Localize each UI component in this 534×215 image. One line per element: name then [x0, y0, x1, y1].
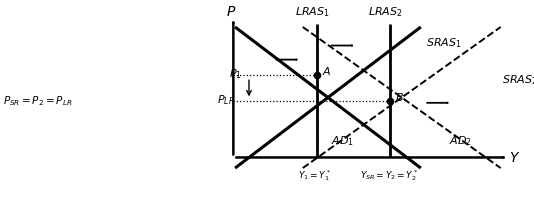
Text: $B$: $B$ — [395, 91, 404, 103]
Text: $P_1$: $P_1$ — [229, 67, 242, 81]
Text: $AD_1$: $AD_1$ — [331, 135, 354, 149]
Text: $P_{SR}=P_2=P_{LR}$: $P_{SR}=P_2=P_{LR}$ — [3, 94, 72, 108]
Text: $P$: $P$ — [226, 5, 237, 19]
Text: $A$: $A$ — [322, 65, 331, 77]
Text: $AD_2$: $AD_2$ — [449, 135, 472, 149]
Text: $Y_1=Y_1^*$: $Y_1=Y_1^*$ — [299, 168, 332, 183]
Text: $SRAS_1$: $SRAS_1$ — [426, 36, 462, 50]
Text: $LRAS_1$: $LRAS_1$ — [295, 5, 329, 19]
Text: $LRAS_2$: $LRAS_2$ — [368, 5, 403, 19]
Text: $SRAS_2$: $SRAS_2$ — [502, 73, 534, 87]
Text: $Y$: $Y$ — [509, 151, 521, 165]
Text: $P_{LR}$: $P_{LR}$ — [217, 93, 235, 107]
Text: $Y_{SR}=Y_2=Y_2^*$: $Y_{SR}=Y_2=Y_2^*$ — [360, 168, 419, 183]
